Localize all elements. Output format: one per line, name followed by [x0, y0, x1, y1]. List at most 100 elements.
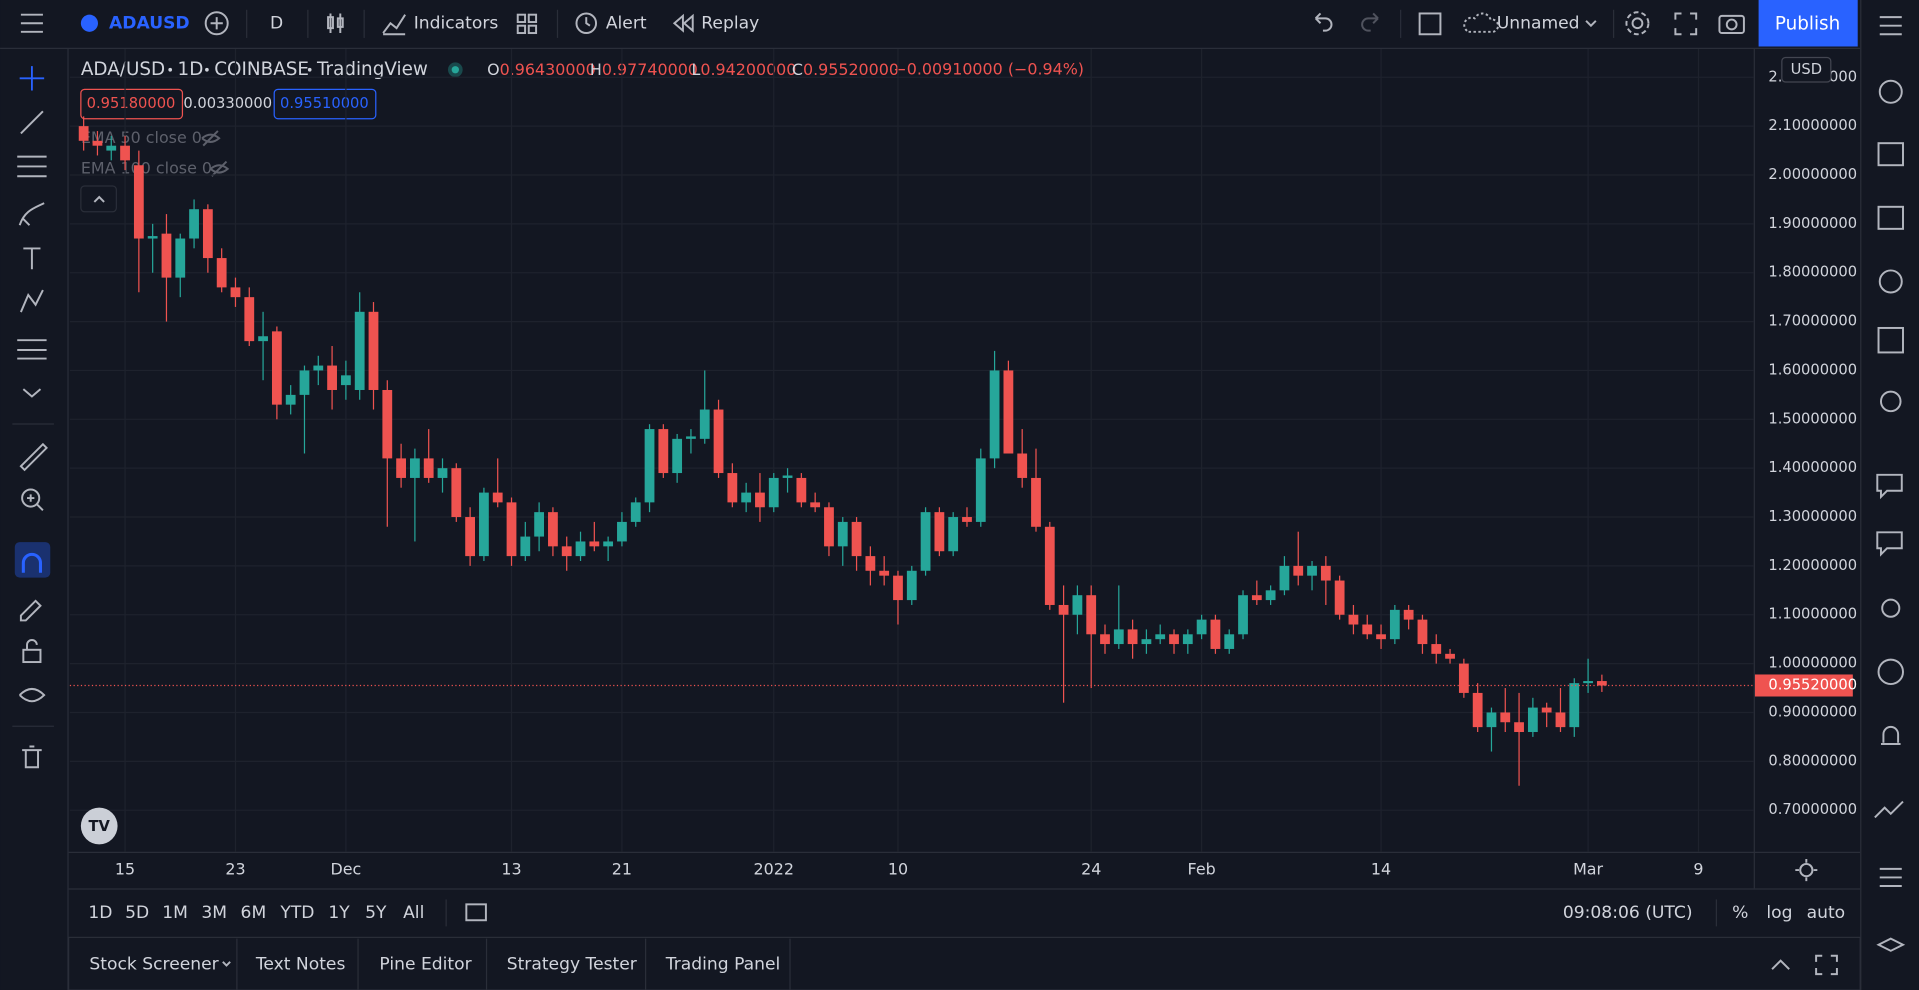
range-button[interactable]: YTD — [279, 903, 314, 923]
candle-body — [768, 477, 779, 508]
calendar-list-button[interactable] — [1877, 205, 1904, 230]
candle-body — [1403, 609, 1414, 620]
brush-tool[interactable] — [18, 202, 45, 226]
tab-menu[interactable] — [222, 961, 231, 967]
candle-body — [410, 458, 420, 478]
range-button[interactable]: 5Y — [365, 903, 387, 923]
range-button[interactable]: 1D — [88, 903, 112, 923]
redo-button[interactable] — [1361, 12, 1379, 32]
replay-button[interactable]: Replay — [672, 13, 759, 33]
candle-body — [851, 521, 862, 557]
scale-button[interactable]: auto — [1807, 903, 1846, 923]
currency-button[interactable] — [1781, 56, 1832, 83]
maximize-panel[interactable] — [1815, 954, 1838, 976]
stay-drawing-tool[interactable] — [19, 599, 42, 622]
layout-menu[interactable] — [1585, 20, 1597, 28]
prediction-tool[interactable] — [17, 339, 47, 360]
alerts-button[interactable] — [1878, 79, 1903, 104]
streams-button[interactable] — [1881, 598, 1901, 618]
sell-button[interactable] — [80, 88, 184, 120]
pattern-tool[interactable] — [19, 289, 44, 313]
y-tick-label: 0.90000000 — [1768, 703, 1857, 720]
magnet-tool[interactable] — [21, 552, 43, 573]
data-button[interactable] — [1878, 269, 1903, 294]
templates-button[interactable] — [516, 13, 538, 35]
messages-button[interactable] — [1876, 531, 1903, 557]
candle-body — [1017, 453, 1028, 478]
tv-logo[interactable] — [80, 807, 118, 845]
interval[interactable]: D — [270, 13, 283, 33]
goto-date[interactable] — [465, 903, 487, 922]
range-button[interactable]: All — [403, 903, 424, 923]
candle-body — [299, 370, 310, 395]
symbol[interactable]: ADAUSD — [109, 13, 190, 33]
panel-tab[interactable]: Pine Editor — [379, 954, 472, 974]
candle-body — [699, 409, 710, 439]
scale-button[interactable]: % — [1732, 903, 1748, 923]
ask-price: 0.95510000 — [280, 95, 369, 112]
y-tick-label: 1.90000000 — [1768, 215, 1857, 232]
candle-body — [782, 475, 793, 478]
layout-name[interactable]: Unnamed — [1497, 13, 1580, 33]
calendar-button[interactable] — [1877, 326, 1904, 354]
news-button[interactable] — [1877, 142, 1904, 167]
y-tick-label: 0.70000000 — [1768, 801, 1857, 818]
range-button[interactable]: 1M — [162, 903, 188, 923]
candle-body — [1500, 712, 1511, 723]
more-tools[interactable] — [22, 388, 42, 398]
compare-button[interactable] — [204, 11, 229, 36]
layers-button[interactable] — [1876, 937, 1906, 952]
chart-type-button[interactable] — [327, 13, 344, 34]
candle-body — [1182, 634, 1193, 645]
panel-tab[interactable]: Strategy Tester — [507, 954, 638, 974]
ideas-button[interactable] — [1879, 390, 1902, 413]
candle-body — [244, 297, 255, 342]
range-button[interactable]: 1Y — [328, 903, 350, 923]
watchlist-button[interactable] — [1879, 16, 1902, 36]
text-tool[interactable] — [23, 247, 41, 270]
candle-body — [1238, 595, 1248, 635]
panel-tab[interactable]: Text Notes — [255, 954, 346, 974]
alert-button[interactable]: Alert — [575, 12, 647, 35]
trend-line-tool[interactable] — [20, 110, 44, 135]
ruler-tool[interactable] — [19, 442, 48, 472]
range-button[interactable]: 6M — [241, 903, 267, 923]
zoom-tool[interactable] — [21, 488, 44, 511]
chats-button[interactable] — [1876, 473, 1903, 500]
y-tick-label: 0.80000000 — [1768, 752, 1857, 769]
fib-tool[interactable] — [17, 155, 47, 178]
remove-tool[interactable] — [22, 745, 42, 769]
broadcast-button[interactable] — [1877, 658, 1904, 686]
candle-body — [1086, 595, 1097, 635]
settings-button[interactable] — [1625, 11, 1650, 36]
last-price-label: 0.95520000 — [1768, 676, 1857, 693]
notifications-button[interactable] — [1880, 725, 1901, 746]
snapshot-button[interactable] — [1718, 14, 1745, 35]
publish-button[interactable] — [1758, 0, 1858, 47]
range-button[interactable]: 5D — [125, 903, 149, 923]
hide-study-icon[interactable] — [209, 160, 230, 177]
hide-study-icon[interactable] — [201, 130, 221, 147]
range-button[interactable]: 3M — [201, 903, 227, 923]
scale-button[interactable]: log — [1766, 903, 1792, 923]
fullscreen-button[interactable] — [1674, 12, 1698, 36]
trading-button[interactable] — [1874, 800, 1904, 819]
panel-tab[interactable]: Stock Screener — [89, 954, 219, 974]
undo-button[interactable] — [1314, 12, 1333, 32]
candle-body — [920, 512, 931, 571]
separator-dot — [168, 67, 173, 72]
panel-tab[interactable]: Trading Panel — [665, 954, 780, 974]
menu-button[interactable] — [20, 13, 43, 33]
collapse-legend[interactable] — [80, 185, 117, 213]
candle-body — [120, 145, 130, 161]
hide-tool[interactable] — [18, 687, 46, 703]
axis-settings[interactable] — [1795, 859, 1818, 882]
collapse-panel[interactable] — [1771, 959, 1790, 970]
lock-tool[interactable] — [22, 639, 42, 664]
candle-body — [561, 546, 572, 557]
crosshair-tool[interactable] — [19, 66, 45, 91]
object-tree-button[interactable] — [1879, 867, 1902, 887]
indicators-button[interactable]: Indicators — [382, 13, 498, 36]
layout-button[interactable] — [1418, 12, 1442, 36]
buy-button[interactable] — [273, 88, 377, 120]
